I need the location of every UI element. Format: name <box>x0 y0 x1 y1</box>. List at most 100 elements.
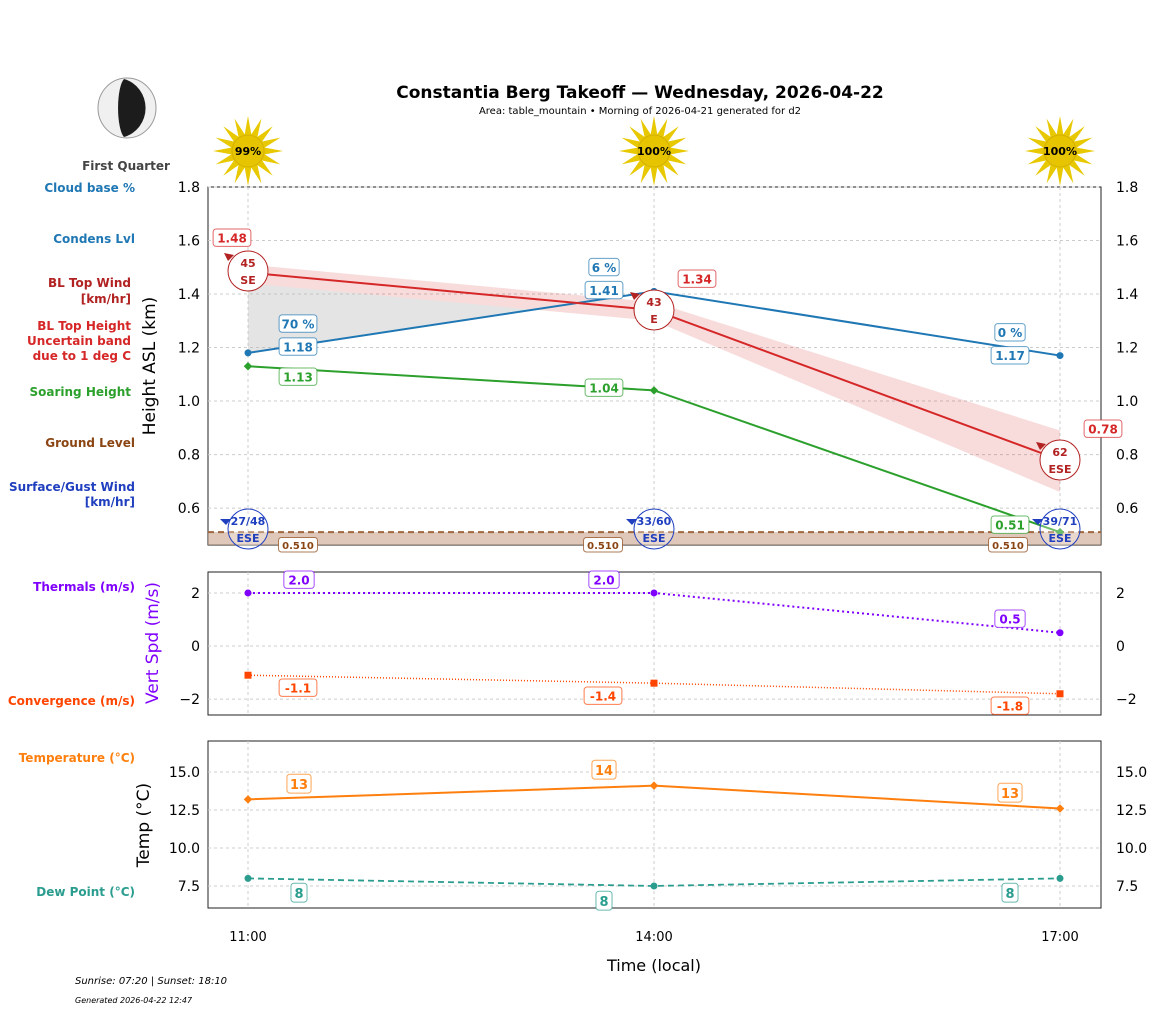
dew-point-point <box>1056 874 1064 882</box>
sun-percent: 100% <box>1043 145 1077 158</box>
surface-wind-speed: 33/60 <box>637 515 672 528</box>
soaring-point <box>649 386 659 395</box>
row-label-surface-wind: Surface/Gust Wind <box>9 480 135 494</box>
bl-wind-direction: SE <box>240 274 255 287</box>
ground-level-label: 0.510 <box>587 541 619 552</box>
ground-fill <box>208 532 1101 545</box>
sun-icon-core <box>231 134 265 168</box>
y-axis-label: Temp (°C) <box>134 783 154 868</box>
ground-level-label: 0.510 <box>282 541 314 552</box>
thermal-point <box>244 589 252 597</box>
convergence-point <box>244 671 252 679</box>
bl-top-label: 1.48 <box>217 232 247 246</box>
row-label-temperature: Temperature (°C) <box>19 751 135 765</box>
bl-wind-direction: ESE <box>1049 463 1072 476</box>
condens-point <box>1056 352 1064 360</box>
y-tick-label-right: 1.4 <box>1116 287 1138 303</box>
thermal-label: 2.0 <box>288 574 309 588</box>
cloud-base-percent-label-box <box>588 257 620 277</box>
thermal-label: 0.5 <box>999 613 1020 627</box>
y-tick-label-right: 15.0 <box>1116 765 1147 781</box>
y-tick-label-left: 0 <box>191 639 200 655</box>
dew-point-label: 8 <box>1005 887 1014 902</box>
chart-title: Constantia Berg Takeoff — Wednesday, 202… <box>396 83 884 103</box>
moon-phase-label: First Quarter <box>82 159 170 173</box>
surface-wind-direction: ESE <box>1049 532 1072 545</box>
y-tick-label-right: 10.0 <box>1116 841 1147 857</box>
row-label-bl-wind: BL Top Wind <box>48 276 131 290</box>
sun-percent: 100% <box>637 145 671 158</box>
y-tick-label-left: 0.6 <box>178 501 200 517</box>
thermal-point <box>1056 629 1064 637</box>
row-label-bl-height: due to 1 deg C <box>33 349 132 363</box>
temperature-point <box>1055 804 1065 813</box>
bl-wind-circle <box>227 250 269 292</box>
convergence-label-box <box>990 696 1030 715</box>
temperature-label: 13 <box>1001 787 1019 802</box>
row-label-surface-wind: [km/hr] <box>85 495 135 509</box>
y-tick-label-left: 0.8 <box>178 448 200 464</box>
y-tick-label-right: 1.0 <box>1116 394 1138 410</box>
bl-wind-speed: 45 <box>240 257 255 270</box>
ground-level-label: 0.510 <box>992 541 1024 552</box>
dew-point-label: 8 <box>294 887 303 902</box>
row-label-ground: Ground Level <box>45 436 135 450</box>
y-tick-label-left: 10.0 <box>169 841 200 857</box>
condens-label-box <box>990 346 1030 365</box>
convergence-label: -1.1 <box>285 682 311 696</box>
sun-icon-core <box>1043 134 1077 168</box>
convergence-label: -1.4 <box>590 690 616 704</box>
y-tick-label-left: 1.2 <box>178 341 200 357</box>
wind-arrow-icon <box>224 253 234 261</box>
moon-first-quarter-icon <box>97 77 157 139</box>
x-tick-label: 17:00 <box>1041 930 1078 945</box>
cloud-base-percent-label: 0 % <box>998 326 1023 340</box>
condens-label: 1.18 <box>283 340 313 354</box>
soaring-label-box <box>990 515 1030 534</box>
soaring-label: 1.13 <box>283 371 313 385</box>
bl-top-label: 1.34 <box>682 273 712 287</box>
bl-wind-direction: E <box>650 313 658 326</box>
bl-wind-circle <box>1039 439 1081 481</box>
cloud-gap-fill <box>248 283 534 353</box>
row-label-condens: Condens Lvl <box>53 232 135 246</box>
surface-wind-circle <box>633 508 675 550</box>
temperature-label-box <box>997 782 1023 803</box>
dew-point-label-box <box>1001 882 1019 903</box>
x-tick-label: 11:00 <box>229 930 266 945</box>
y-tick-label-left: 2 <box>191 586 200 602</box>
cloud-base-percent-label: 6 % <box>592 261 617 275</box>
wind-arrow-icon <box>630 292 640 300</box>
y-tick-label-right: 2 <box>1116 586 1125 602</box>
dew-point-point <box>650 882 658 890</box>
cloud-base-percent-label-box <box>994 323 1026 342</box>
footer-sun-times: Sunrise: 07:20 | Sunset: 18:10 <box>75 976 227 987</box>
dew-point-label: 8 <box>599 895 608 910</box>
y-tick-label-right: 1.8 <box>1116 180 1138 196</box>
y-tick-label-left: 1.6 <box>178 234 200 250</box>
condens-label: 1.17 <box>995 349 1025 363</box>
soaring-label: 1.04 <box>589 382 619 396</box>
bl-wind-speed: 43 <box>646 296 661 309</box>
row-label-cloud-base: Cloud base % <box>44 181 135 195</box>
row-label-dew-point: Dew Point (°C) <box>36 885 135 899</box>
x-axis-label: Time (local) <box>606 956 701 975</box>
y-tick-label-left: 12.5 <box>169 803 200 819</box>
wind-arrow-icon <box>1036 442 1046 450</box>
dew-point-label-box <box>595 890 613 911</box>
chart-subtitle: Area: table_mountain • Morning of 2026-0… <box>479 106 801 117</box>
condens-label: 1.41 <box>589 284 619 298</box>
cloud-base-percent-label-box <box>278 314 318 333</box>
y-tick-label-right: −2 <box>1116 692 1137 708</box>
soaring-point <box>243 362 253 371</box>
y-axis-label: Vert Spd (m/s) <box>143 582 163 704</box>
condens-label-box <box>584 280 624 300</box>
surface-wind-direction: ESE <box>237 532 260 545</box>
row-label-bl-height: BL Top Height <box>37 319 131 333</box>
cloud-base-percent-label: 70 % <box>282 317 315 331</box>
y-axis-label: Height ASL (km) <box>140 297 160 436</box>
bl-wind-speed: 62 <box>1052 446 1067 459</box>
dew-point-line <box>247 877 1061 887</box>
temperature-point <box>243 795 253 804</box>
y-tick-label-right: 1.2 <box>1116 341 1138 357</box>
